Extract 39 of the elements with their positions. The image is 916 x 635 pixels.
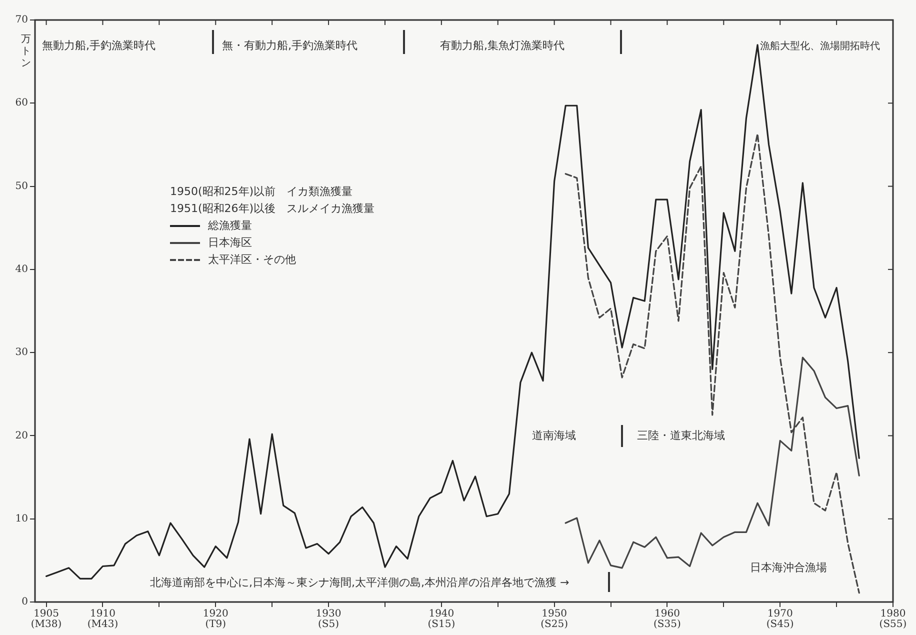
y-tick-label: 50	[15, 180, 28, 192]
text: (S45)	[766, 619, 794, 630]
y-tick-label: 20	[15, 430, 28, 442]
annotation: 有動力船,集魚灯漁業時代	[440, 38, 564, 53]
y-tick-label: 10	[15, 513, 28, 524]
x-tick-label: 1905	[34, 608, 60, 620]
x-tick-label: 1910	[90, 608, 116, 620]
annotation: 無・有動力船,手釣漁業時代	[222, 38, 358, 53]
y-tick-label: 0	[22, 596, 28, 608]
annotation: 漁船大型化、漁場開拓時代	[760, 40, 880, 53]
y-tick-label: 70	[15, 14, 28, 26]
text: (T9)	[205, 619, 226, 630]
legend-label: 総漁獲量	[208, 218, 252, 233]
annotation: 無動力船,手釣漁業時代	[42, 38, 156, 53]
y-tick-label: 40	[15, 264, 28, 276]
x-tick-label: 1980	[880, 608, 906, 620]
text: (S25)	[540, 619, 568, 630]
text: (S15)	[428, 619, 456, 630]
text: (M43)	[87, 619, 118, 630]
x-tick-label: 1920	[202, 608, 228, 620]
text: (M38)	[30, 619, 62, 630]
legend-title: 1950(昭和25年)以前 イカ類漁獲量 1951(昭和26年)以後 スルメイカ漁獲量	[170, 184, 375, 217]
text: (S55)	[879, 619, 907, 630]
text: (S35)	[654, 619, 681, 630]
x-tick-label: 1930	[316, 608, 342, 620]
x-tick-label: 1940	[428, 608, 454, 620]
x-tick-label: 1950	[542, 608, 568, 620]
y-tick-label: 60	[15, 98, 28, 109]
legend-label: 太平洋区・その他	[208, 252, 296, 267]
annotation: 北海道南部を中心に,日本海～東シナ海間,太平洋側の島,本州沿岸の沿岸各地で漁獲 →	[150, 575, 570, 590]
y-axis-title: 万トン	[20, 34, 32, 70]
text: (S5)	[318, 619, 340, 630]
y-tick-label: 30	[15, 347, 28, 358]
annotation: 三陸・道東北海域	[637, 428, 725, 443]
x-tick-label: 1960	[654, 608, 680, 620]
annotation: 道南海域	[532, 428, 576, 443]
annotation: 日本海沖合漁場	[750, 560, 827, 575]
x-tick-label: 1970	[767, 608, 793, 620]
legend-label: 日本海区	[208, 235, 252, 250]
